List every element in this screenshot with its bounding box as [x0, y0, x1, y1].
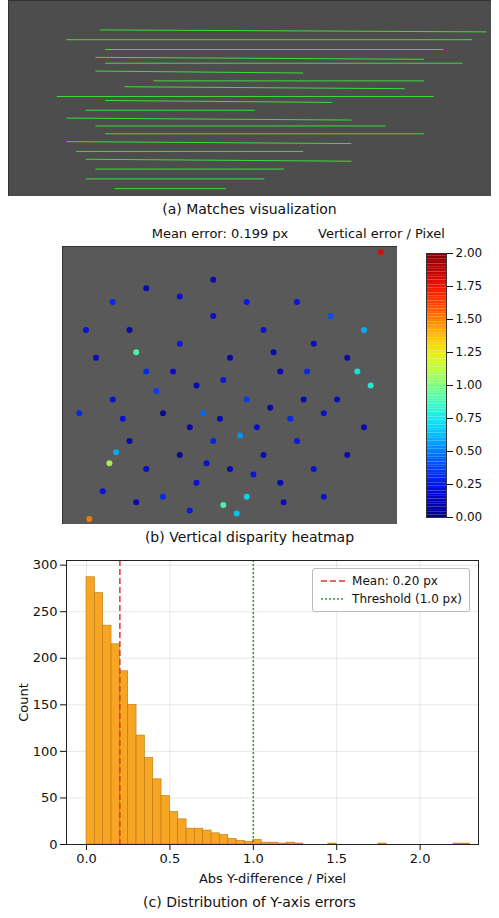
svg-text:1.75: 1.75: [456, 279, 483, 293]
svg-text:0.25: 0.25: [456, 477, 483, 491]
svg-text:Count: Count: [16, 683, 31, 722]
svg-text:1.0: 1.0: [243, 851, 264, 866]
svg-text:1.00: 1.00: [456, 378, 483, 392]
svg-text:0.00: 0.00: [456, 510, 483, 524]
html-text:(a) Matches visualization: (a) Matches visualization: [162, 201, 337, 217]
svg-text:150: 150: [33, 697, 58, 712]
svg-text:2.00: 2.00: [456, 246, 483, 260]
html-text:(c) Distribution of Y-axis err: (c) Distribution of Y-axis errors: [143, 894, 356, 910]
svg-text:Abs Y-difference / Pixel: Abs Y-difference / Pixel: [199, 871, 346, 886]
svg-text:200: 200: [33, 650, 58, 665]
svg-text:0.5: 0.5: [160, 851, 181, 866]
html-text:Mean: 0.20 px: Mean: 0.20 px: [352, 574, 438, 588]
svg-text:0.0: 0.0: [76, 851, 97, 866]
svg-text:50: 50: [41, 790, 58, 805]
svg-text:0: 0: [49, 837, 57, 852]
svg-text:300: 300: [33, 557, 58, 572]
svg-text:1.5: 1.5: [326, 851, 347, 866]
svg-text:250: 250: [33, 604, 58, 619]
html-text:Threshold (1.0 px): Threshold (1.0 px): [352, 592, 462, 606]
html-text:(b) Vertical disparity heatmap: (b) Vertical disparity heatmap: [144, 529, 355, 545]
svg-text:0.50: 0.50: [456, 444, 483, 458]
svg-text:1.50: 1.50: [456, 312, 483, 326]
html-text:Vertical error / Pixel: Vertical error / Pixel: [318, 226, 445, 241]
svg-text:100: 100: [33, 744, 58, 759]
svg-text:0.75: 0.75: [456, 411, 483, 425]
svg-text:1.25: 1.25: [456, 345, 483, 359]
html-text:Mean error: 0.199 px: Mean error: 0.199 px: [151, 226, 289, 241]
svg-text:2.0: 2.0: [410, 851, 431, 866]
